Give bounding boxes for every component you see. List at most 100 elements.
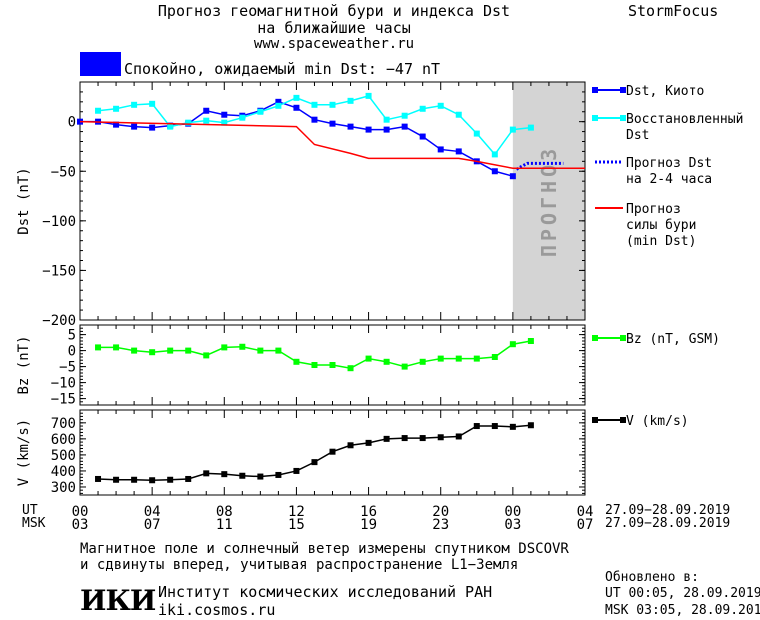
dst-data-point: [293, 94, 300, 101]
dst-data-point: [203, 117, 210, 124]
v-data-point: [149, 477, 156, 484]
dst-data-point: [473, 130, 480, 137]
dst-data-point: [239, 114, 246, 121]
dst-data-point: [185, 119, 192, 126]
v-series-line: [98, 424, 531, 481]
dst-data-point: [131, 101, 138, 108]
footer-note-line-2: и сдвинуты вперед, учитывая распростране…: [80, 557, 519, 573]
dst-data-point: [293, 104, 300, 111]
status-indicator: [80, 52, 121, 76]
v-ytick-label: 600: [51, 432, 76, 448]
dst-legend-marker: [592, 115, 598, 121]
v-ytick-label: 700: [51, 416, 76, 432]
bz-data-point: [257, 347, 264, 354]
ut-tick-label: 20: [432, 504, 449, 520]
bz-data-point: [203, 352, 210, 359]
dst-data-point: [527, 124, 534, 131]
ut-tick-label: 00: [72, 504, 89, 520]
dst-data-point: [131, 123, 138, 130]
ut-tick-label: 08: [216, 504, 233, 520]
bz-data-point: [275, 347, 282, 354]
dst-data-point: [401, 112, 408, 119]
bz-data-point: [365, 355, 372, 362]
ut-tick-label: 04: [144, 504, 161, 520]
dst-data-point: [383, 126, 390, 133]
bz-data-point: [149, 349, 156, 356]
footer-note-line-1: Магнитное поле и солнечный ветер измерен…: [80, 541, 569, 557]
dst-data-point: [311, 116, 318, 123]
dst-data-point: [167, 123, 174, 130]
v-data-point: [365, 439, 372, 446]
bz-data-point: [131, 347, 138, 354]
msk-tick-label: 07: [577, 517, 594, 533]
v-data-point: [437, 434, 444, 441]
date-range-ut: 27.09−28.09.2019: [605, 503, 731, 518]
dst-data-point: [491, 168, 498, 175]
v-data-point: [95, 475, 102, 482]
v-data-point: [167, 476, 174, 483]
forecast-label: ПРОГНОЗ: [537, 145, 561, 257]
v-legend-marker: [592, 417, 598, 423]
bz-data-point: [437, 355, 444, 362]
v-data-point: [275, 471, 282, 478]
iki-logo: ИКИ: [80, 584, 156, 617]
title-line-2: на ближайшие часы: [257, 19, 411, 37]
dst-data-point: [437, 102, 444, 109]
dst-ytick-label: 0: [68, 115, 76, 131]
bz-data-point: [347, 365, 354, 372]
msk-tick-label: 11: [216, 517, 233, 533]
ut-tick-label: 12: [288, 504, 305, 520]
v-data-point: [455, 433, 462, 440]
dst-data-point: [347, 123, 354, 130]
dst-legend-marker: [620, 87, 626, 93]
bz-data-point: [293, 358, 300, 365]
dst-data-point: [113, 105, 120, 112]
dst-ylabel: Dst (nT): [16, 167, 32, 234]
v-data-point: [401, 435, 408, 442]
v-legend-label: V (km/s): [626, 414, 689, 429]
dst-ytick-label: −50: [51, 164, 76, 180]
dst-data-point: [275, 102, 282, 109]
dst-legend-label: Dst, Киото: [626, 84, 704, 99]
dst-data-point: [383, 116, 390, 123]
updated-ut: UT 00:05, 28.09.2019: [605, 586, 760, 601]
dst-series-line: [80, 101, 514, 177]
dst-panel-frame: [79, 81, 586, 321]
dst-data-point: [419, 133, 426, 140]
date-range-msk: 27.09−28.09.2019: [605, 516, 731, 531]
dst-data-point: [455, 111, 462, 118]
v-data-point: [527, 422, 534, 429]
updated-label: Обновлено в:: [605, 570, 699, 585]
ut-tick-label: 16: [360, 504, 377, 520]
dst-series-line: [515, 161, 564, 171]
website-url[interactable]: www.spaceweather.ru: [253, 36, 415, 52]
dst-data-point: [437, 146, 444, 153]
dst-data-point: [365, 92, 372, 99]
dst-data-point: [203, 107, 210, 114]
dst-data-point: [419, 105, 426, 112]
institute-url[interactable]: iki.cosmos.ru: [158, 601, 276, 619]
dst-data-point: [275, 98, 282, 105]
bz-ylabel: Bz (nT): [16, 335, 32, 394]
dst-data-point: [329, 101, 336, 108]
bz-data-point: [383, 358, 390, 365]
status-text: Спокойно, ожидаемый min Dst: −47 nT: [124, 60, 441, 78]
v-data-point: [293, 467, 300, 474]
bz-legend-label: Bz (nT, GSM): [626, 332, 720, 347]
bz-ytick-label: −5: [59, 360, 76, 376]
dst-legend-marker: [592, 87, 598, 93]
v-data-point: [131, 476, 138, 483]
v-data-point: [509, 423, 516, 430]
v-ytick-label: 300: [51, 480, 76, 496]
ut-axis-label: UT: [22, 503, 38, 518]
v-ytick-label: 400: [51, 464, 76, 480]
msk-tick-label: 03: [504, 517, 521, 533]
v-data-point: [347, 442, 354, 449]
brand-name: StormFocus: [628, 2, 719, 20]
bz-data-point: [113, 344, 120, 351]
v-data-point: [257, 473, 264, 480]
dst-data-point: [113, 121, 120, 128]
bz-data-point: [491, 354, 498, 360]
dst-ytick-label: −150: [42, 263, 76, 279]
